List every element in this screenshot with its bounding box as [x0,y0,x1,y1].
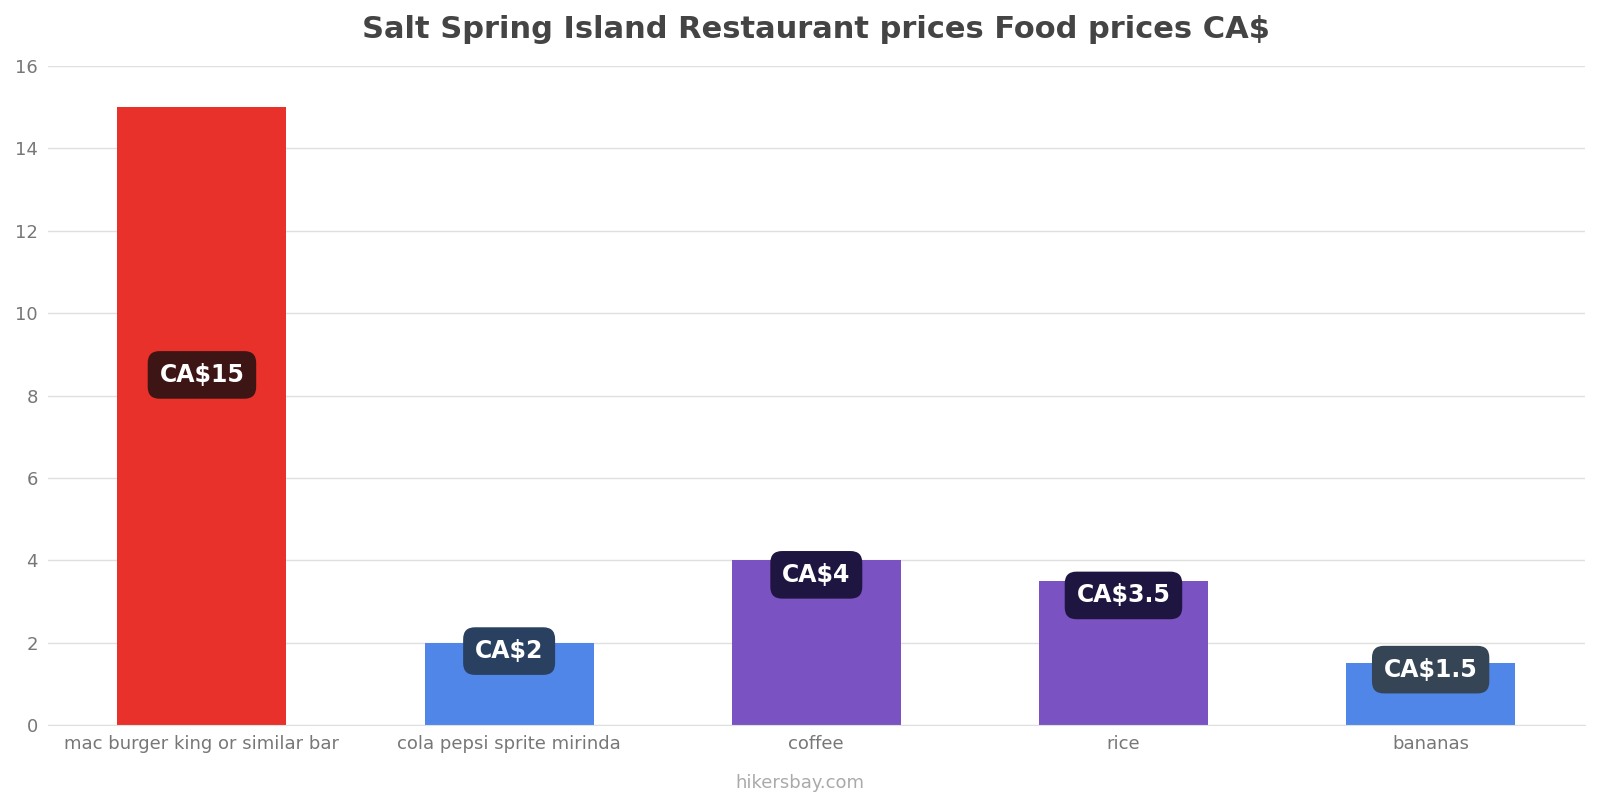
Text: CA$1.5: CA$1.5 [1384,658,1477,682]
Bar [1038,581,1208,726]
Text: CA$3.5: CA$3.5 [1077,583,1171,607]
Text: hikersbay.com: hikersbay.com [736,774,864,792]
Text: CA$4: CA$4 [782,563,851,587]
Text: CA$15: CA$15 [160,363,245,387]
Bar [117,107,286,726]
Title: Salt Spring Island Restaurant prices Food prices CA$: Salt Spring Island Restaurant prices Foo… [362,15,1270,44]
Bar [1346,663,1515,726]
Text: CA$2: CA$2 [475,639,544,663]
Bar [424,643,594,726]
Bar [731,561,901,726]
